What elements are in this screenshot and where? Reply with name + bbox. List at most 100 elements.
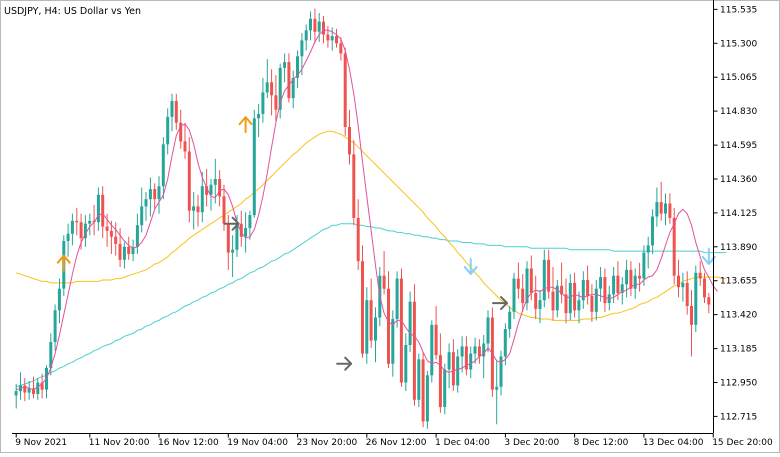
candle bbox=[140, 187, 144, 233]
candle bbox=[179, 109, 183, 149]
candle-body bbox=[534, 293, 538, 309]
candle-body bbox=[374, 317, 377, 341]
candle-body bbox=[625, 269, 629, 285]
candle bbox=[330, 27, 334, 51]
candle-body bbox=[547, 259, 551, 292]
exit-signal-arrow bbox=[223, 216, 240, 231]
candle bbox=[352, 140, 356, 226]
candle bbox=[200, 171, 204, 223]
candle-body bbox=[560, 285, 564, 295]
candle-body bbox=[109, 230, 113, 237]
candle bbox=[300, 33, 304, 76]
candle-body bbox=[395, 278, 399, 319]
candle bbox=[469, 346, 473, 379]
candle bbox=[296, 50, 299, 88]
candle bbox=[594, 280, 598, 321]
candle bbox=[542, 249, 546, 308]
candle-body bbox=[131, 246, 135, 254]
candle-body bbox=[516, 278, 520, 289]
candle-body bbox=[330, 36, 334, 41]
candle bbox=[57, 278, 61, 324]
candle-body bbox=[300, 40, 304, 57]
candle bbox=[75, 207, 79, 236]
candle-body bbox=[296, 56, 299, 78]
candle bbox=[434, 306, 438, 360]
candle-body bbox=[335, 36, 338, 44]
candle-body bbox=[568, 282, 572, 314]
candle bbox=[265, 59, 269, 99]
candle bbox=[629, 261, 633, 296]
candle-body bbox=[127, 246, 131, 254]
candle-body bbox=[659, 202, 663, 214]
candle bbox=[451, 339, 455, 392]
candle bbox=[209, 179, 213, 211]
candle-body bbox=[677, 275, 680, 288]
candle-body bbox=[88, 220, 92, 224]
candle-body bbox=[161, 144, 165, 187]
candle-body bbox=[425, 375, 429, 422]
candle-body bbox=[239, 223, 243, 237]
candle bbox=[122, 242, 126, 269]
candle bbox=[257, 103, 261, 138]
candle-body bbox=[278, 67, 282, 110]
candle-body bbox=[495, 386, 499, 390]
candle-body bbox=[53, 310, 57, 343]
candle bbox=[534, 275, 538, 319]
candle-body bbox=[244, 228, 248, 237]
candle-body bbox=[456, 356, 460, 386]
candle-body bbox=[213, 179, 217, 185]
candle-body bbox=[564, 294, 568, 314]
candle-body bbox=[655, 202, 659, 217]
candle-body bbox=[283, 62, 287, 68]
candle bbox=[659, 181, 663, 221]
ma-mid-layer bbox=[16, 130, 727, 321]
candle bbox=[348, 109, 351, 165]
candle-body bbox=[183, 141, 187, 152]
candle bbox=[27, 381, 31, 400]
candle bbox=[521, 274, 525, 312]
candle bbox=[270, 69, 274, 116]
candle bbox=[399, 268, 403, 387]
candle bbox=[664, 193, 667, 226]
candle-body bbox=[135, 225, 139, 247]
candle-body bbox=[205, 186, 209, 195]
candle-body bbox=[118, 243, 122, 260]
candle bbox=[274, 75, 278, 122]
candle bbox=[135, 213, 139, 254]
price-tick-label: 114.360 bbox=[720, 175, 757, 185]
candle bbox=[408, 291, 412, 353]
candle-body bbox=[170, 101, 174, 117]
candle bbox=[616, 261, 620, 301]
candle bbox=[638, 262, 642, 292]
candle bbox=[14, 383, 18, 409]
candle-body bbox=[612, 275, 616, 295]
candle-body bbox=[309, 18, 312, 31]
candle-body bbox=[140, 206, 144, 226]
candle-body bbox=[252, 118, 256, 216]
candle-body bbox=[404, 345, 408, 383]
candle-body bbox=[707, 297, 711, 305]
candle bbox=[421, 352, 425, 428]
candle-body bbox=[698, 272, 702, 279]
candle bbox=[161, 137, 165, 200]
candle-body bbox=[36, 382, 40, 394]
candle bbox=[590, 284, 594, 322]
candle-body bbox=[521, 288, 525, 304]
candle-body bbox=[430, 324, 434, 376]
candle-body bbox=[460, 346, 464, 357]
candle bbox=[685, 271, 689, 315]
candle bbox=[555, 280, 559, 318]
candle-body bbox=[525, 268, 529, 304]
candle bbox=[239, 210, 243, 247]
candle-body bbox=[616, 275, 620, 293]
price-tick-label: 113.655 bbox=[720, 277, 757, 287]
candle bbox=[495, 360, 499, 425]
ma-slow-line bbox=[16, 223, 727, 388]
candle bbox=[356, 199, 360, 270]
candle bbox=[395, 271, 399, 328]
candle-body bbox=[348, 127, 351, 155]
candle bbox=[677, 259, 680, 298]
candle-body bbox=[304, 30, 308, 41]
candle-body bbox=[603, 277, 607, 304]
